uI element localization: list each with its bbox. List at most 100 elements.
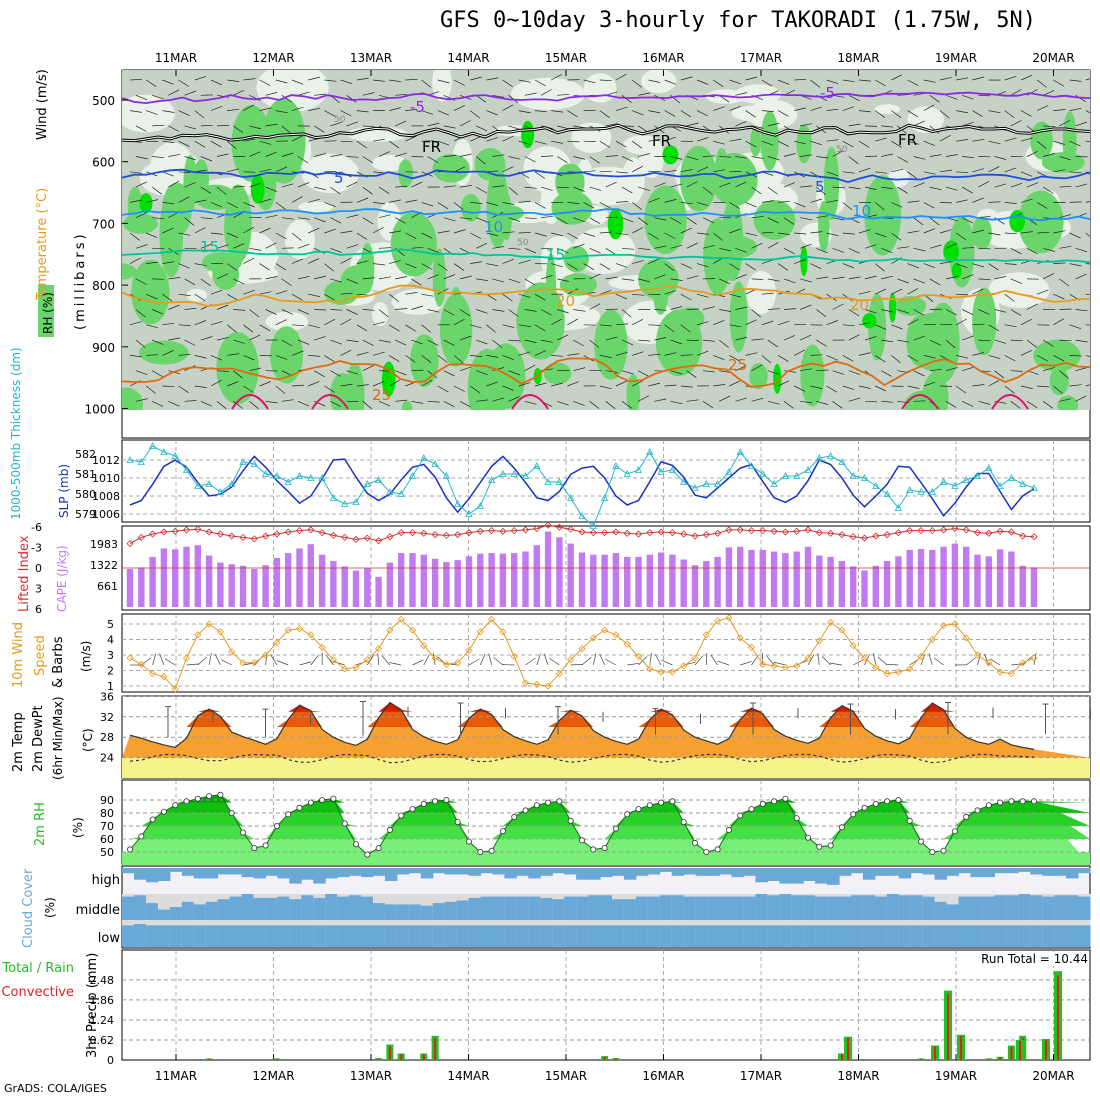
wind-barb xyxy=(427,339,439,346)
thickness-point xyxy=(521,472,530,479)
slp-tick: 1006 xyxy=(92,508,120,521)
wind-barb xyxy=(621,370,634,375)
wind-barb xyxy=(146,79,157,87)
wind-barb xyxy=(881,247,893,254)
cape-tick: 1322 xyxy=(90,559,118,572)
thickness-point xyxy=(567,494,575,501)
wind-barb xyxy=(767,370,780,375)
rh-point xyxy=(703,849,710,856)
wind-barb xyxy=(881,186,894,190)
wind-barb xyxy=(1020,137,1033,142)
wind-barb xyxy=(913,247,926,252)
wind-barb xyxy=(216,304,229,310)
li-point xyxy=(431,531,439,539)
wind-barb xyxy=(978,94,991,97)
wind-barb xyxy=(372,138,385,142)
wind-barb xyxy=(767,156,780,161)
li-point xyxy=(793,527,801,535)
ylabel-rh: RH (%) xyxy=(41,292,55,334)
wind-barb xyxy=(696,350,709,356)
wind-barb xyxy=(891,74,903,81)
wind-barb xyxy=(129,232,140,241)
wind-barb xyxy=(308,76,320,81)
wind-barb xyxy=(518,293,531,298)
cloud-high-bar xyxy=(1018,868,1031,872)
date-label-bottom: 15MAR xyxy=(545,1069,587,1083)
rh-point xyxy=(861,804,868,811)
li-point xyxy=(747,527,756,535)
cape-bar xyxy=(364,568,371,607)
rh-shading-moist xyxy=(131,259,170,325)
ylabel-total-rain: Total / Rain xyxy=(1,961,74,976)
wind-barb xyxy=(777,320,790,326)
li-point xyxy=(668,529,676,537)
wind-barb xyxy=(265,186,277,192)
cloud-middle-bar xyxy=(408,904,422,920)
wind-barb xyxy=(1085,201,1090,203)
wind-barb xyxy=(152,217,165,220)
rh-point xyxy=(997,799,1004,806)
cape-bar xyxy=(1030,567,1038,607)
cape-tick: 661 xyxy=(97,580,118,593)
surface-wind-barb xyxy=(822,656,831,666)
cloud-low-bar xyxy=(373,925,386,947)
wind-barb xyxy=(486,77,499,81)
cape-bar xyxy=(499,553,507,607)
ylabel-10m-wind: 10m Wind xyxy=(11,622,26,688)
wind-barb xyxy=(502,202,515,205)
wind-barb xyxy=(362,309,375,311)
wind-barb xyxy=(599,110,610,118)
wind-barb xyxy=(1010,247,1022,255)
ylabel-cloud-cover: Cloud Cover xyxy=(21,868,36,948)
wind-barb xyxy=(978,309,990,315)
cloud-middle-bar xyxy=(731,896,744,920)
wind-barb xyxy=(972,384,985,387)
contour-label: 15 xyxy=(200,238,219,256)
wind-barb xyxy=(281,95,292,103)
rh-point xyxy=(307,799,314,806)
wind-barb xyxy=(184,181,196,188)
wind-barb xyxy=(389,260,401,264)
wind-barb xyxy=(945,401,957,408)
wind-speed-point xyxy=(894,668,902,676)
rh-point xyxy=(262,842,269,849)
wind-barb xyxy=(962,274,974,280)
wind-barb xyxy=(751,242,763,249)
contour-label: 50 xyxy=(334,115,346,125)
wind-barb xyxy=(1069,384,1082,387)
wind-barb xyxy=(696,321,709,326)
wind-barb xyxy=(605,248,617,255)
wind-barb xyxy=(923,104,935,111)
wind-barb xyxy=(129,257,141,264)
precip-conv-bar xyxy=(603,1056,606,1060)
rh-point xyxy=(477,849,484,856)
cloud-middle-bar xyxy=(994,895,1007,920)
wind-barb xyxy=(405,232,417,239)
li-point xyxy=(634,530,643,538)
cloud-high-bar xyxy=(958,868,971,874)
cloud-low-bar xyxy=(444,925,458,947)
temp-contour-5 xyxy=(122,284,1090,308)
wind-barb xyxy=(686,122,699,127)
wind-speed-point xyxy=(838,626,846,634)
cloud-low-bar xyxy=(313,925,326,947)
cape-bar xyxy=(511,553,518,607)
cloud-middle-bar xyxy=(958,896,971,920)
slp-tick: 1012 xyxy=(92,454,120,467)
wind-speed-point xyxy=(849,642,857,650)
wind-barb xyxy=(389,379,400,387)
cloud-low-bar xyxy=(862,925,876,947)
wind-barb xyxy=(362,365,374,372)
wind-barb xyxy=(297,182,310,188)
wind-barb xyxy=(913,156,926,160)
contour-label: 20 xyxy=(850,296,869,314)
wind-barb xyxy=(405,109,418,111)
cloud-high-bar xyxy=(695,868,709,876)
li-point xyxy=(284,528,292,536)
wind-barb xyxy=(945,243,958,249)
cloud-low-bar xyxy=(946,925,960,947)
cloud-middle-bar xyxy=(181,901,195,920)
wind-barb xyxy=(767,217,779,224)
rh-point xyxy=(601,845,608,852)
wind-barb xyxy=(443,155,456,157)
